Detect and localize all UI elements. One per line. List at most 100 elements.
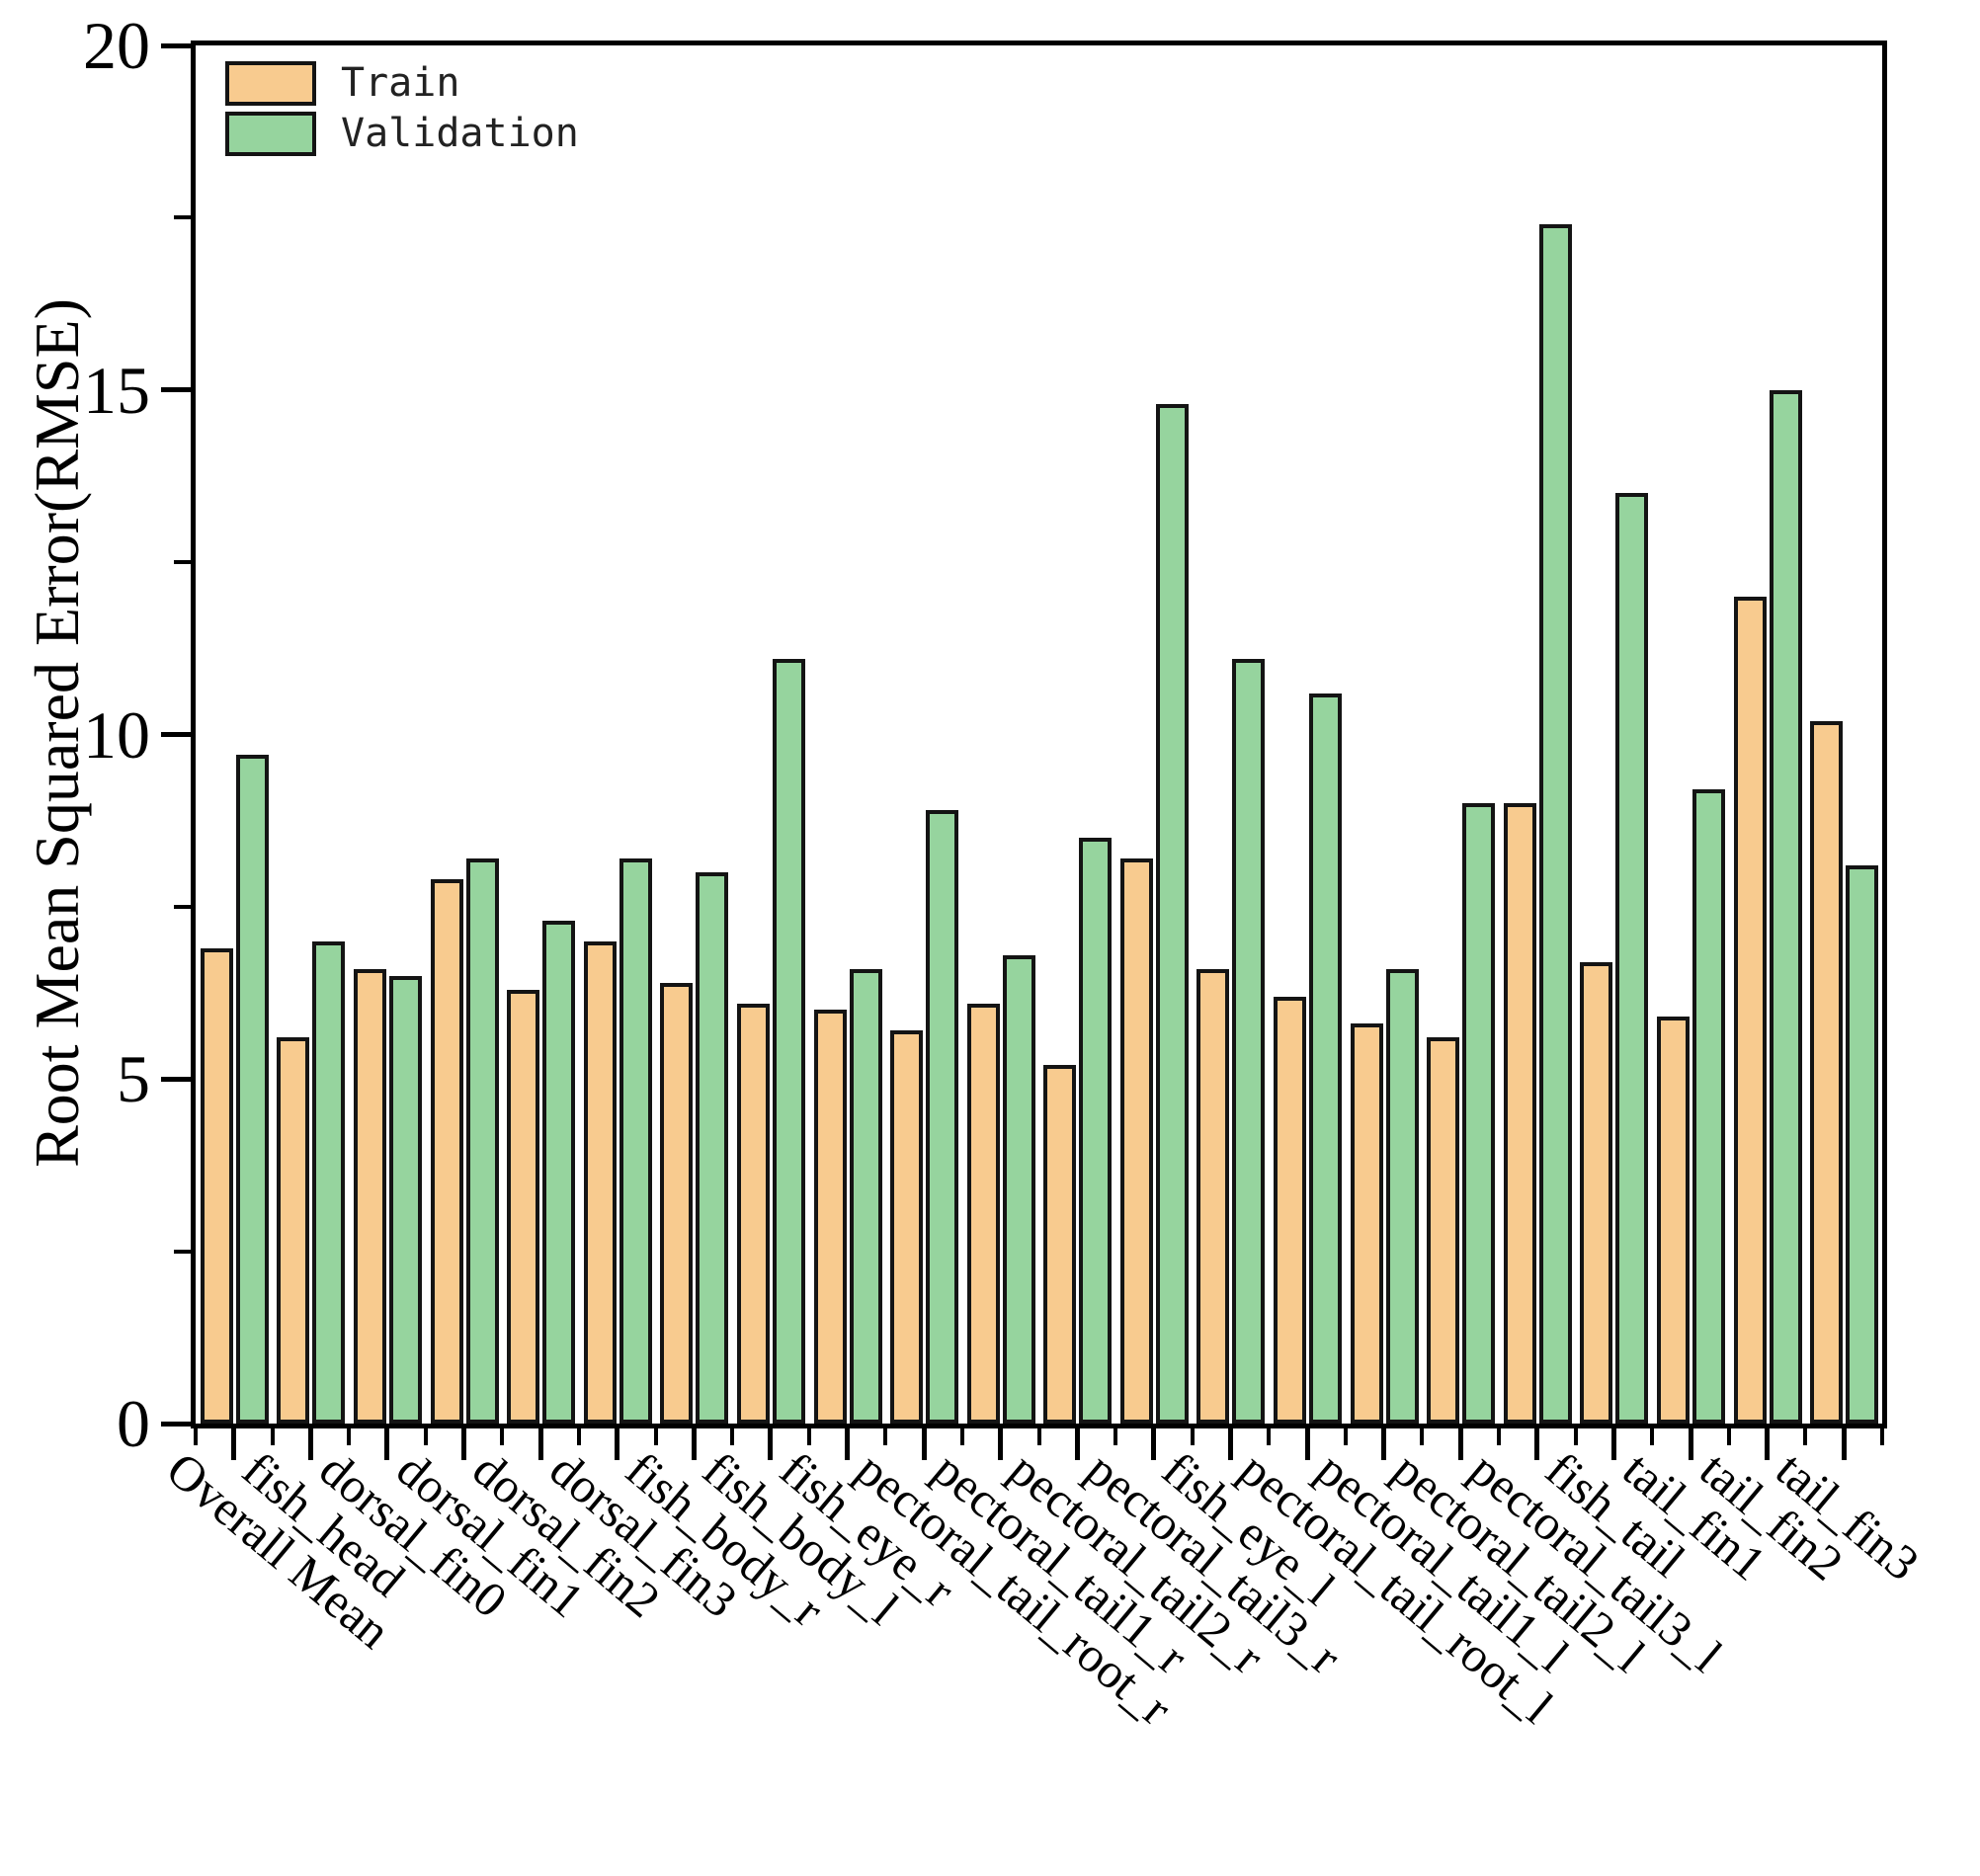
train-bar-15 xyxy=(1274,997,1307,1424)
x-minor-tick xyxy=(653,1428,658,1445)
train-bar-9 xyxy=(813,1010,847,1424)
y-major-tick xyxy=(161,1421,191,1427)
x-minor-tick xyxy=(959,1428,964,1445)
train-bar-22 xyxy=(1810,721,1844,1424)
x-minor-tick xyxy=(347,1428,352,1445)
train-bar-18 xyxy=(1503,803,1536,1424)
train-bar-6 xyxy=(583,941,617,1424)
y-tick-label: 5 xyxy=(117,1041,150,1117)
x-minor-tick xyxy=(806,1428,811,1445)
x-major-tick xyxy=(1457,1428,1463,1460)
x-major-tick xyxy=(845,1428,851,1460)
x-minor-tick xyxy=(423,1428,428,1445)
x-major-tick xyxy=(1534,1428,1540,1460)
y-minor-tick xyxy=(174,560,191,565)
y-major-tick xyxy=(161,732,191,737)
x-major-tick xyxy=(615,1428,620,1460)
validation-bar-3 xyxy=(388,976,422,1424)
train-bar-1 xyxy=(200,948,233,1424)
validation-bar-20 xyxy=(1692,789,1726,1424)
train-bar-21 xyxy=(1733,597,1767,1424)
validation-bar-19 xyxy=(1615,493,1649,1424)
x-major-tick xyxy=(1765,1428,1771,1460)
validation-bar-15 xyxy=(1309,693,1343,1424)
axis-spine-right xyxy=(1882,41,1887,1428)
validation-bar-5 xyxy=(542,921,576,1424)
x-major-tick xyxy=(921,1428,927,1460)
x-major-tick xyxy=(384,1428,390,1460)
x-minor-tick xyxy=(194,1428,198,1445)
validation-bar-21 xyxy=(1769,390,1802,1424)
legend-swatch-validation xyxy=(225,112,316,156)
x-major-tick xyxy=(1610,1428,1616,1460)
y-major-tick xyxy=(161,1076,191,1082)
train-bar-5 xyxy=(507,990,540,1424)
x-major-tick xyxy=(1381,1428,1387,1460)
x-minor-tick xyxy=(576,1428,581,1445)
axis-spine-bottom xyxy=(191,1424,1887,1428)
train-bar-3 xyxy=(353,969,386,1424)
x-major-tick xyxy=(537,1428,543,1460)
x-major-tick xyxy=(1688,1428,1693,1460)
y-tick-label: 20 xyxy=(83,8,150,83)
train-bar-8 xyxy=(736,1004,770,1424)
validation-bar-1 xyxy=(235,755,269,1424)
x-minor-tick xyxy=(730,1428,735,1445)
x-minor-tick xyxy=(883,1428,888,1445)
validation-bar-18 xyxy=(1538,224,1572,1424)
validation-bar-9 xyxy=(849,969,882,1424)
train-bar-14 xyxy=(1196,969,1230,1424)
x-minor-tick xyxy=(1190,1428,1195,1445)
x-major-tick xyxy=(768,1428,774,1460)
x-major-tick xyxy=(691,1428,697,1460)
x-major-tick xyxy=(231,1428,237,1460)
y-major-tick xyxy=(161,42,191,48)
x-major-tick xyxy=(998,1428,1004,1460)
train-bar-2 xyxy=(277,1037,310,1424)
x-minor-tick xyxy=(500,1428,505,1445)
x-major-tick xyxy=(1304,1428,1310,1460)
train-bar-19 xyxy=(1580,962,1613,1424)
validation-bar-6 xyxy=(619,858,652,1424)
x-major-tick xyxy=(1841,1428,1847,1460)
train-bar-17 xyxy=(1427,1037,1460,1424)
x-minor-tick xyxy=(1036,1428,1041,1445)
train-bar-13 xyxy=(1119,858,1153,1424)
y-tick-label: 10 xyxy=(83,696,150,773)
y-minor-tick xyxy=(174,215,191,220)
x-minor-tick xyxy=(1573,1428,1578,1445)
x-minor-tick xyxy=(1726,1428,1731,1445)
legend-label-validation: Validation xyxy=(341,111,579,156)
x-minor-tick xyxy=(270,1428,275,1445)
validation-bar-22 xyxy=(1846,865,1879,1424)
validation-bar-7 xyxy=(696,872,729,1424)
validation-bar-2 xyxy=(312,941,346,1424)
validation-bar-11 xyxy=(1002,955,1035,1424)
y-major-tick xyxy=(161,387,191,393)
x-major-tick xyxy=(461,1428,467,1460)
legend-label-train: Train xyxy=(341,60,460,106)
x-major-tick xyxy=(1074,1428,1080,1460)
y-tick-label: 0 xyxy=(117,1386,150,1461)
y-minor-tick xyxy=(174,904,191,909)
x-minor-tick xyxy=(1114,1428,1118,1445)
validation-bar-4 xyxy=(465,858,499,1424)
y-tick-label: 15 xyxy=(83,352,150,428)
validation-bar-10 xyxy=(926,810,959,1424)
validation-bar-12 xyxy=(1079,838,1113,1424)
train-bar-16 xyxy=(1350,1023,1383,1424)
x-minor-tick xyxy=(1880,1428,1884,1445)
x-minor-tick xyxy=(1267,1428,1272,1445)
x-minor-tick xyxy=(1420,1428,1425,1445)
x-minor-tick xyxy=(1343,1428,1348,1445)
axis-spine-left xyxy=(191,41,196,1428)
train-bar-11 xyxy=(966,1004,1000,1424)
y-minor-tick xyxy=(174,1249,191,1254)
x-minor-tick xyxy=(1803,1428,1808,1445)
validation-bar-17 xyxy=(1462,803,1496,1424)
x-minor-tick xyxy=(1497,1428,1502,1445)
train-bar-4 xyxy=(430,879,463,1424)
x-major-tick xyxy=(1227,1428,1233,1460)
legend-swatch-train xyxy=(225,61,316,106)
